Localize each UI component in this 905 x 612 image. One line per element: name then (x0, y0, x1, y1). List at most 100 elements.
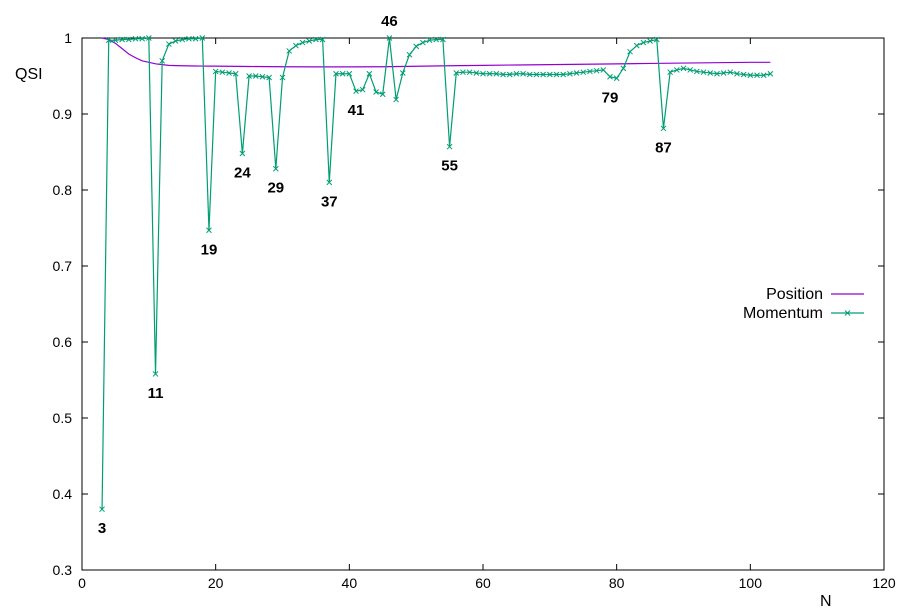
data-point (627, 48, 633, 55)
data-point (413, 43, 420, 50)
data-point (453, 70, 460, 76)
x-axis-label: N (820, 593, 832, 610)
y-tick-label: 0.6 (53, 334, 73, 350)
data-point (186, 35, 192, 42)
annotations: 3 11 19 24 29 37 41 46 55 79 87 (98, 13, 672, 537)
data-point (433, 36, 440, 43)
data-point (660, 125, 667, 132)
data-point (399, 70, 406, 76)
data-point (473, 70, 480, 76)
annotation-label: 41 (348, 102, 365, 119)
data-point (754, 72, 760, 79)
legend-label: Momentum (743, 305, 823, 322)
data-point (593, 67, 600, 74)
data-point (159, 57, 166, 64)
data-point (486, 70, 493, 77)
x-tick-label: 120 (872, 575, 896, 591)
data-point (293, 42, 299, 49)
data-point (306, 38, 313, 44)
data-point (366, 70, 373, 77)
data-point (740, 71, 747, 78)
data-point (353, 88, 359, 95)
data-point (206, 227, 212, 234)
annotation-label: 3 (98, 520, 106, 537)
data-point (600, 67, 607, 73)
data-point (419, 39, 426, 46)
data-point (226, 70, 232, 76)
data-point (687, 67, 694, 73)
data-point (714, 70, 720, 77)
data-point (640, 39, 647, 46)
data-point (333, 70, 339, 77)
data-point (567, 70, 573, 77)
data-point (313, 36, 319, 43)
data-point (339, 70, 346, 77)
data-point (326, 179, 333, 186)
data-point (667, 69, 673, 76)
data-point (279, 74, 286, 81)
x-tick-label: 40 (342, 575, 358, 591)
legend-marker (844, 310, 851, 316)
y-tick-label: 0.7 (53, 258, 73, 274)
data-point (520, 70, 526, 77)
data-point (700, 69, 707, 76)
data-point (212, 68, 219, 75)
data-point (172, 38, 179, 44)
data-point (166, 41, 172, 47)
data-point (192, 35, 199, 42)
axis-ticks (81, 37, 885, 571)
series-line-position (101, 37, 771, 68)
data-point (767, 70, 774, 77)
x-tick-label: 100 (739, 575, 763, 591)
data-point (573, 70, 580, 76)
data-point (152, 371, 159, 377)
data-point (587, 68, 593, 75)
x-tick-label: 20 (208, 575, 224, 591)
data-point (500, 71, 506, 78)
data-point (319, 36, 326, 43)
data-point (406, 51, 413, 58)
data-point (393, 96, 399, 103)
x-tick-label: 0 (78, 575, 86, 591)
y-tick-label: 0.5 (53, 410, 73, 426)
data-point (119, 36, 125, 43)
series-layer (99, 35, 774, 513)
plot-frame (81, 37, 885, 571)
data-point (607, 73, 613, 80)
data-point (747, 72, 754, 79)
data-point (480, 70, 486, 77)
data-point (239, 150, 246, 157)
data-point (680, 65, 687, 72)
data-point (139, 35, 146, 42)
data-point (286, 48, 293, 54)
data-point (105, 37, 112, 44)
data-point (620, 65, 627, 72)
y-axis-label: QSI (15, 66, 43, 83)
data-point (466, 69, 473, 76)
data-point (112, 37, 119, 44)
data-point (266, 74, 272, 81)
data-point (359, 86, 366, 93)
data-point (99, 506, 105, 513)
data-point (252, 73, 259, 79)
data-point (526, 71, 533, 78)
y-tick-label: 0.3 (53, 562, 73, 578)
data-point (446, 143, 453, 150)
y-tick-label: 0.9 (53, 106, 73, 122)
data-point (633, 42, 640, 49)
x-tick-label: 60 (475, 575, 491, 591)
annotation-label: 11 (148, 385, 164, 402)
annotation-label: 79 (602, 89, 619, 106)
data-point (125, 36, 132, 43)
x-tick-label: 80 (609, 575, 625, 591)
data-point (346, 70, 353, 77)
data-point (506, 71, 513, 78)
data-point (179, 36, 186, 43)
data-point (553, 71, 560, 78)
data-point (493, 70, 500, 77)
data-point (132, 35, 139, 42)
data-point (386, 35, 393, 41)
data-point (513, 70, 520, 77)
data-point (145, 35, 152, 41)
data-point (426, 37, 433, 44)
